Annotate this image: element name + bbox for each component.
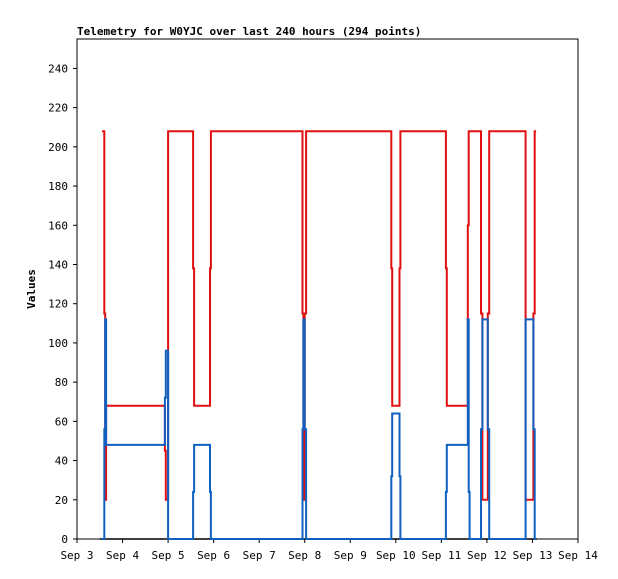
y-tick-label: 120 bbox=[48, 298, 68, 311]
series-layer bbox=[99, 130, 538, 540]
x-tick-label: Sep 14 bbox=[558, 549, 598, 562]
x-tick-label: Sep 12 bbox=[467, 549, 507, 562]
y-axis: 0 20 40 60 80 100 120 140 160 180 200 220 240 bbox=[48, 62, 77, 546]
y-tick-label: 0 bbox=[61, 533, 68, 546]
chart-title: Telemetry for W0YJC over last 240 hours … bbox=[77, 25, 421, 38]
y-tick-label: 200 bbox=[48, 141, 68, 154]
y-tick-label: 100 bbox=[48, 337, 68, 350]
y-tick-label: 160 bbox=[48, 219, 68, 232]
series-line-2 bbox=[102, 318, 537, 540]
y-axis-label: Values bbox=[25, 269, 38, 309]
x-tick-label: Sep 3 bbox=[60, 549, 93, 562]
x-tick-label: Sep 13 bbox=[513, 549, 553, 562]
x-tick-label: Sep 8 bbox=[288, 549, 321, 562]
y-tick-label: 240 bbox=[48, 62, 68, 75]
x-axis: Sep 3 Sep 4 Sep 5 Sep 6 Sep 7 Sep 8 Sep 9 Sep 1… bbox=[60, 539, 598, 562]
y-tick-label: 80 bbox=[55, 376, 68, 389]
y-tick-label: 20 bbox=[55, 494, 68, 507]
x-tick-label: Sep 10 bbox=[376, 549, 416, 562]
x-tick-label: Sep 9 bbox=[334, 549, 367, 562]
x-tick-label: Sep 6 bbox=[197, 549, 230, 562]
y-tick-label: 140 bbox=[48, 258, 68, 271]
plot-area-frame bbox=[76, 38, 579, 540]
x-tick-label: Sep 7 bbox=[243, 549, 276, 562]
x-tick-label: Sep 5 bbox=[152, 549, 185, 562]
y-tick-label: 180 bbox=[48, 180, 68, 193]
y-tick-label: 60 bbox=[55, 415, 68, 428]
y-tick-label: 40 bbox=[55, 455, 68, 468]
x-tick-label: Sep 4 bbox=[106, 549, 139, 562]
x-tick-label: Sep 11 bbox=[421, 549, 461, 562]
series-line-1 bbox=[102, 130, 537, 501]
y-tick-label: 220 bbox=[48, 102, 68, 115]
